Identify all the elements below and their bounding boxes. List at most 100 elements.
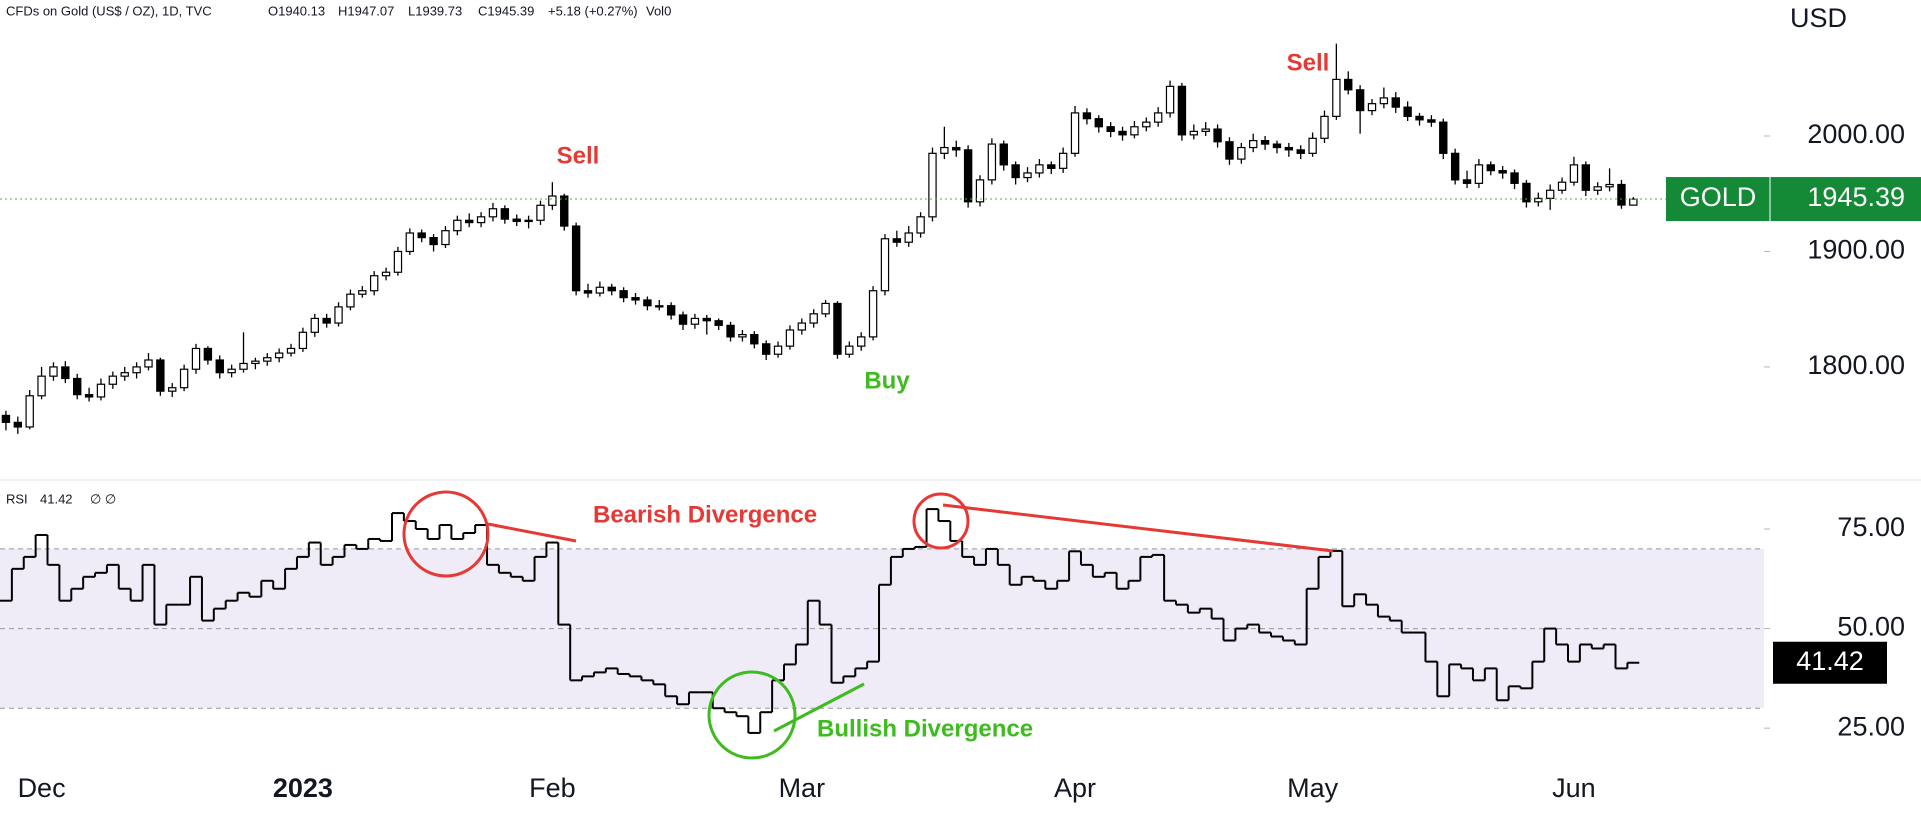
candle-body xyxy=(393,250,403,273)
candle-body xyxy=(643,299,652,307)
candle-body xyxy=(1070,112,1080,154)
candle-body xyxy=(465,219,474,224)
candle-body xyxy=(49,366,58,377)
candle-body xyxy=(1153,112,1163,123)
candle-body xyxy=(429,237,438,246)
candle-body xyxy=(1213,128,1222,143)
candle-body xyxy=(821,302,830,315)
header-change: +5.18 (+0.27%) xyxy=(548,3,638,18)
header-open: O1940.13 xyxy=(268,3,325,18)
candle-body xyxy=(952,146,961,151)
candle-body xyxy=(1201,128,1210,132)
candle-body xyxy=(132,366,141,374)
candle-body xyxy=(761,343,771,355)
candle-body xyxy=(84,394,94,398)
candle-body xyxy=(560,195,569,227)
candle-body xyxy=(1189,130,1199,136)
candle-body xyxy=(191,347,201,370)
candle-body xyxy=(1272,143,1282,149)
candle-body xyxy=(702,317,711,322)
candle-body xyxy=(1629,198,1638,206)
header-high: H1947.07 xyxy=(338,3,394,18)
candle-body xyxy=(1249,140,1258,149)
candle-body xyxy=(726,324,735,338)
candle-body xyxy=(1130,126,1139,136)
candle-body xyxy=(797,322,807,331)
candle-body xyxy=(1486,164,1495,172)
candle-body xyxy=(524,219,533,223)
candle-body xyxy=(1593,186,1602,191)
candle-body xyxy=(1058,152,1068,169)
x-tick-label: Dec xyxy=(18,773,66,803)
rsi-header-value: 41.42 xyxy=(40,491,73,506)
divergence-label: Bullish Divergence xyxy=(817,715,1033,742)
candle-body xyxy=(738,333,747,338)
candle-body xyxy=(1165,85,1175,114)
candle-body xyxy=(476,216,486,224)
candle-body xyxy=(13,421,23,428)
candle-body xyxy=(916,216,925,234)
candle-body xyxy=(96,383,106,398)
candle-body xyxy=(1557,181,1567,191)
candle-body xyxy=(263,357,272,362)
y-tick-label: 25.00 xyxy=(1837,711,1905,741)
candle-body xyxy=(108,375,118,385)
candle-body xyxy=(274,352,284,359)
candle-body xyxy=(1355,89,1365,112)
candle-body xyxy=(655,305,664,308)
candle-body xyxy=(322,317,331,324)
candle-body xyxy=(1320,115,1329,139)
divergence-circle xyxy=(912,492,970,550)
header-low: L1939.73 xyxy=(408,3,462,18)
candle-body xyxy=(441,230,450,246)
candle-body xyxy=(1284,146,1294,151)
candle-body xyxy=(144,359,153,368)
candle-body xyxy=(1510,172,1519,184)
candle-body xyxy=(1260,140,1270,145)
x-tick-label: Feb xyxy=(529,773,576,803)
candle-body xyxy=(358,290,367,295)
candle-body xyxy=(1569,164,1579,183)
y-tick-label: 50.00 xyxy=(1837,612,1905,642)
rsi-title: RSI xyxy=(6,491,28,506)
candle-body xyxy=(1118,130,1127,136)
candle-body xyxy=(1581,164,1591,191)
candle-body xyxy=(987,143,997,181)
candle-body xyxy=(1379,97,1389,105)
candle-body xyxy=(583,290,593,294)
candle-body xyxy=(785,329,795,347)
last-value-box xyxy=(1773,641,1887,684)
candle-body xyxy=(453,219,462,232)
candle-body xyxy=(500,208,510,220)
candle-body xyxy=(61,366,70,380)
candle-body xyxy=(595,286,605,294)
last-value-label: 41.42 xyxy=(1796,646,1864,676)
candle-body xyxy=(678,314,688,325)
candle-body xyxy=(488,208,498,218)
unit-label: USD xyxy=(1790,3,1847,33)
candle-body xyxy=(239,362,248,370)
candle-body xyxy=(666,305,676,316)
candle-body xyxy=(1498,170,1507,174)
candle-body xyxy=(215,359,224,374)
candle-body xyxy=(1332,78,1341,117)
candle-body xyxy=(690,317,700,325)
last-price-box xyxy=(1666,177,1921,222)
candle-body xyxy=(1439,121,1448,154)
header-volume: Vol0 xyxy=(646,3,671,18)
candle-body xyxy=(1344,78,1353,91)
candle-body xyxy=(1308,137,1317,154)
rsi-header-extra: ∅ ∅ xyxy=(90,491,116,506)
candle-body xyxy=(369,275,379,292)
candle-body xyxy=(809,313,818,324)
candle-body xyxy=(940,146,949,154)
candle-body xyxy=(251,360,260,365)
candle-body xyxy=(381,271,391,277)
header-close: C1945.39 xyxy=(478,3,534,18)
candle-body xyxy=(1177,85,1187,136)
candle-body xyxy=(1082,112,1092,120)
candle-body xyxy=(750,333,759,345)
divergence-line xyxy=(942,503,1334,553)
candle-body xyxy=(405,232,415,253)
